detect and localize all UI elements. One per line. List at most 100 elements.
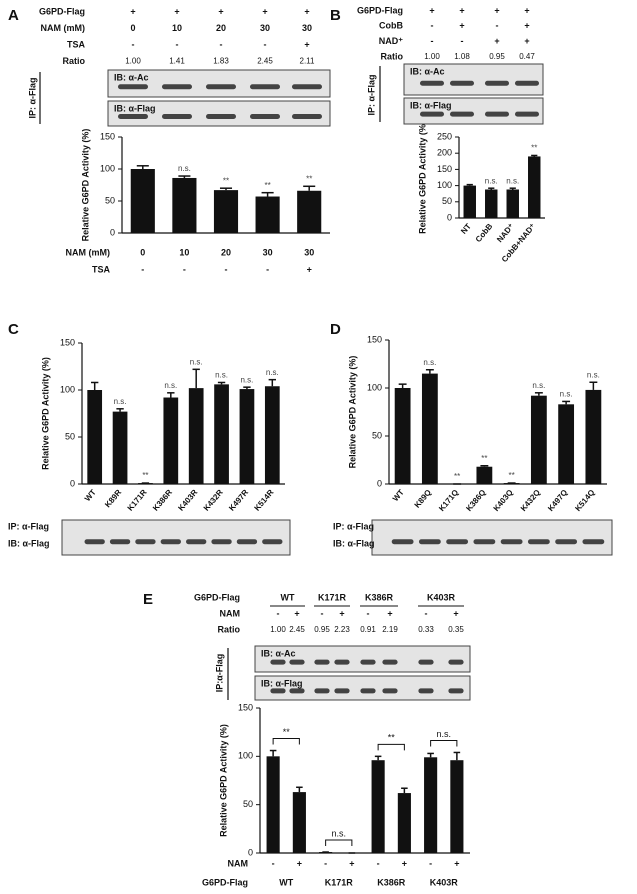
significance-label: n.s. [190,357,203,366]
x-row-label: - [225,264,228,274]
blot-band [382,688,398,694]
significance-label: n.s. [506,176,519,185]
bar [397,793,411,853]
blot-band [211,539,232,545]
x-tick-label: K514R [253,488,276,513]
blot-row-label: + [294,608,299,618]
blot-row-label: 1.00 [270,625,286,634]
significance-label: n.s. [331,828,346,838]
blot-row-name: G6PD-Flag [357,5,403,15]
y-tick-label: 250 [437,131,452,141]
blot-band [515,80,539,86]
ib-label: IB: α-Flag [114,103,156,113]
blot-row-name: Ratio [381,51,404,61]
x-row-label: K403R [430,877,459,887]
bar [130,169,155,233]
panel-letter: C [8,321,19,338]
blot-band [418,659,434,665]
blot-band [418,688,434,694]
blot-row-label: + [524,5,529,15]
blot-row-label: 0.95 [489,52,505,61]
blot-band [418,539,441,545]
blot-row-label: 0.33 [418,625,434,634]
significance-label: n.s. [560,390,573,399]
blot-row-label: + [494,36,499,46]
blot-band [360,659,376,665]
y-tick-label: 0 [70,478,75,488]
y-tick-label: 0 [110,227,115,237]
blot-row-label: - [321,608,324,618]
blot-row-name: TSA [67,39,86,49]
blot-row-label: 1.08 [454,52,470,61]
x-row-label: - [183,264,186,274]
blot-row-name: G6PD-Flag [39,6,85,16]
x-tick-label: NT [459,222,473,236]
x-tick-label: K89Q [413,488,433,510]
blot-row-name: CobB [379,21,403,31]
blot-band [162,114,192,119]
bar [214,384,229,484]
y-axis-label: Relative G6PD Activity (%) [218,724,228,837]
panel-letter: D [330,321,341,338]
y-tick-label: 150 [60,337,75,347]
blot-band [334,688,350,694]
ib-label: IB: α-Ac [410,66,445,76]
blot-row-label: - [367,608,370,618]
blot-row-label: 2.11 [300,57,316,66]
blot-row-name: NAM (mM) [41,23,86,33]
blot-band [109,539,131,545]
significance-bracket [272,738,300,745]
ib-label: IP: α-Flag [8,521,49,531]
blot-band [334,659,350,665]
significance-bracket [377,743,405,751]
blot-row-name: NAM [220,608,241,618]
significance-label: n.s. [436,729,451,739]
significance-label: n.s. [114,397,127,406]
blot-row-name: NAD⁺ [379,36,403,46]
blot-band [582,539,605,545]
y-tick-label: 0 [248,847,253,857]
blot-row-label: 0.35 [448,625,464,634]
blot-band [448,659,464,665]
y-tick-label: 50 [372,430,382,440]
ip-label: IP: α-Flag [27,77,37,118]
blot-panel [107,69,331,98]
blot-band [262,539,283,545]
blot-row-label: + [130,6,135,16]
ib-label: IB: α-Ac [114,72,149,82]
blot-row-label: + [387,608,392,618]
blot-band [236,539,258,545]
blot-row-name: Ratio [218,624,241,634]
bar [463,185,476,218]
significance-label: ** [531,144,537,153]
blot-row-label: + [524,21,529,31]
bar [506,189,519,218]
significance-label: ** [142,471,148,480]
bar [394,388,411,484]
blot-row-label: 2.19 [382,625,398,634]
blot-row-label: + [262,6,267,16]
blot-row-label: 0.95 [314,625,330,634]
x-tick-label: WT [391,488,406,503]
bar [530,395,547,484]
blot-band [314,688,330,694]
x-row-name: G6PD-Flag [202,877,248,887]
y-tick-label: 100 [238,751,253,761]
blot-band [500,539,523,545]
blot-row-label: 2.45 [289,625,305,634]
blot-row-label: 1.00 [125,57,141,66]
blot-band [206,84,236,90]
significance-label: n.s. [215,371,228,380]
blot-band [485,111,509,117]
blot-band [135,539,156,545]
x-row-label: + [307,264,312,274]
blot-row-label: WT [281,592,295,602]
significance-label: ** [509,471,515,480]
bar [424,757,438,853]
bar [450,760,464,853]
x-tick-label: K514Q [573,488,596,513]
bar [172,177,197,233]
blot-panel [371,519,613,556]
x-tick-label: K497R [227,488,250,513]
x-row-label: + [297,858,302,868]
